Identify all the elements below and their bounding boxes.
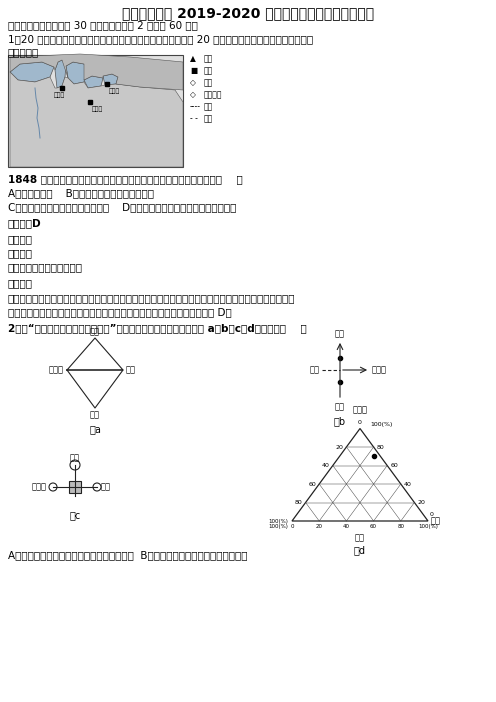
Text: 80: 80 (397, 524, 404, 529)
Text: 劳动力: 劳动力 (49, 366, 64, 374)
Text: 40: 40 (343, 524, 350, 529)
Text: 60: 60 (370, 524, 377, 529)
Text: A．微电子厂、维织厂、汽车厂、电子装配厂  B．芯片厂、服装厂、制糖厂、炼铝厂: A．微电子厂、维织厂、汽车厂、电子装配厂 B．芯片厂、服装厂、制糖厂、炼铝厂 (8, 550, 248, 560)
Text: 原料: 原料 (90, 327, 100, 336)
Text: 从图中可以看出芝加哥位于联系密西西比河水系和五大湖水系的中点，所以影响芝加哥成为美国中西部农: 从图中可以看出芝加哥位于联系密西西比河水系和五大湖水系的中点，所以影响芝加哥成为… (8, 293, 296, 303)
Text: 100(%): 100(%) (418, 524, 438, 529)
Text: 劳动力: 劳动力 (372, 366, 387, 374)
Text: 60: 60 (390, 463, 398, 468)
Text: 华盛顿: 华盛顿 (92, 106, 103, 112)
Text: ----: ---- (190, 102, 201, 111)
Text: 运河: 运河 (204, 102, 213, 111)
Text: 一、单选题（本题包括 30 个小题，每小题 2 分，共 60 分）: 一、单选题（本题包括 30 个小题，每小题 2 分，共 60 分） (8, 20, 198, 30)
Text: ■: ■ (190, 66, 197, 75)
Text: 1848 年后，芝加哥成为美国中西部农产品集散中心的主导区位条件是（    ）: 1848 年后，芝加哥成为美国中西部农产品集散中心的主导区位条件是（ ） (8, 174, 243, 184)
Text: 首府: 首府 (204, 78, 213, 87)
Text: 图a: 图a (89, 424, 101, 434)
Text: C．位于密西西比河航运的上游起点    D．位于密西西比河与五大湖的转运地点: C．位于密西西比河航运的上游起点 D．位于密西西比河与五大湖的转运地点 (8, 202, 237, 212)
Text: 20: 20 (335, 444, 343, 449)
Text: 【答案】D: 【答案】D (8, 218, 42, 228)
Text: 0: 0 (358, 420, 362, 425)
Text: 能源: 能源 (431, 517, 441, 526)
Polygon shape (10, 54, 183, 90)
Polygon shape (84, 76, 103, 88)
Polygon shape (10, 72, 183, 167)
Text: 芝加哥: 芝加哥 (54, 92, 65, 98)
Text: 20: 20 (418, 500, 425, 505)
Text: 100(%): 100(%) (268, 519, 288, 524)
Text: 40: 40 (322, 463, 330, 468)
Text: 40: 40 (404, 482, 412, 486)
Text: 图c: 图c (69, 510, 81, 519)
Polygon shape (10, 62, 54, 82)
Bar (8, 55, 183, 167)
Text: 劳动力: 劳动力 (353, 406, 368, 414)
Text: 煤矿: 煤矿 (204, 66, 213, 75)
Text: 其他城市: 其他城市 (204, 90, 223, 99)
Text: 60: 60 (309, 482, 316, 486)
Text: 江苏省宿迁市 2019-2020 学年地理高一下期末调研试题: 江苏省宿迁市 2019-2020 学年地理高一下期末调研试题 (122, 6, 374, 20)
Text: 原料: 原料 (355, 533, 365, 542)
Text: 市场: 市场 (70, 453, 80, 463)
Text: 20: 20 (315, 524, 323, 529)
Text: 匹兹堡: 匹兹堡 (109, 88, 120, 93)
Text: 100(%): 100(%) (370, 421, 392, 427)
Circle shape (93, 483, 101, 491)
Text: 完成下题。: 完成下题。 (8, 47, 39, 57)
Text: 能源: 能源 (310, 366, 320, 374)
Text: 图d: 图d (354, 545, 366, 555)
Polygon shape (66, 62, 88, 84)
Text: 劳动力: 劳动力 (32, 482, 47, 491)
Circle shape (70, 460, 80, 470)
Text: 1．20 世纪上半叶，芝加哥发展以钉鐵为主导的重工业，并成为 20 世纪美国最大的钉鐵工业基地。据此: 1．20 世纪上半叶，芝加哥发展以钉鐵为主导的重工业，并成为 20 世纪美国最大… (8, 34, 313, 44)
Text: 原料: 原料 (101, 482, 111, 491)
Text: 80: 80 (295, 500, 303, 505)
Polygon shape (55, 60, 66, 88)
Text: 2．读“几种常见工业导向型模式图”，判断工厂区位选择依次与图示 a、b、c、d对应的是（    ）: 2．读“几种常见工业导向型模式图”，判断工厂区位选择依次与图示 a、b、c、d对… (8, 323, 307, 333)
Text: 考查商业中心形成的条件。: 考查商业中心形成的条件。 (8, 262, 83, 272)
Text: 鐵矿: 鐵矿 (204, 54, 213, 63)
Text: 100(%): 100(%) (268, 524, 288, 529)
Text: 【详解】: 【详解】 (8, 278, 33, 288)
Polygon shape (103, 74, 118, 85)
Text: - -: - - (190, 114, 198, 123)
Text: 0: 0 (430, 512, 434, 517)
Text: 技术: 技术 (90, 410, 100, 419)
Text: 80: 80 (376, 444, 384, 449)
Text: 市场: 市场 (126, 366, 136, 374)
Text: 国界: 国界 (204, 114, 213, 123)
Text: 市场: 市场 (335, 329, 345, 338)
Text: 图b: 图b (334, 416, 346, 426)
Text: A．滨临五大湖    B．位于美国中西部的中心位置: A．滨临五大湖 B．位于美国中西部的中心位置 (8, 188, 154, 198)
Text: 【解析】: 【解析】 (8, 234, 33, 244)
Text: 原料: 原料 (335, 402, 345, 411)
Text: 产品集散中心的主导区位条件是位于密西西比河与五大湖的转运地点，故选 D。: 产品集散中心的主导区位条件是位于密西西比河与五大湖的转运地点，故选 D。 (8, 307, 232, 317)
Text: ▲: ▲ (190, 54, 196, 63)
Bar (69, 481, 81, 493)
Text: ◇: ◇ (190, 90, 196, 99)
Circle shape (49, 483, 57, 491)
Text: 0: 0 (290, 524, 294, 529)
Text: 【分析】: 【分析】 (8, 248, 33, 258)
Text: ◇: ◇ (190, 78, 196, 87)
